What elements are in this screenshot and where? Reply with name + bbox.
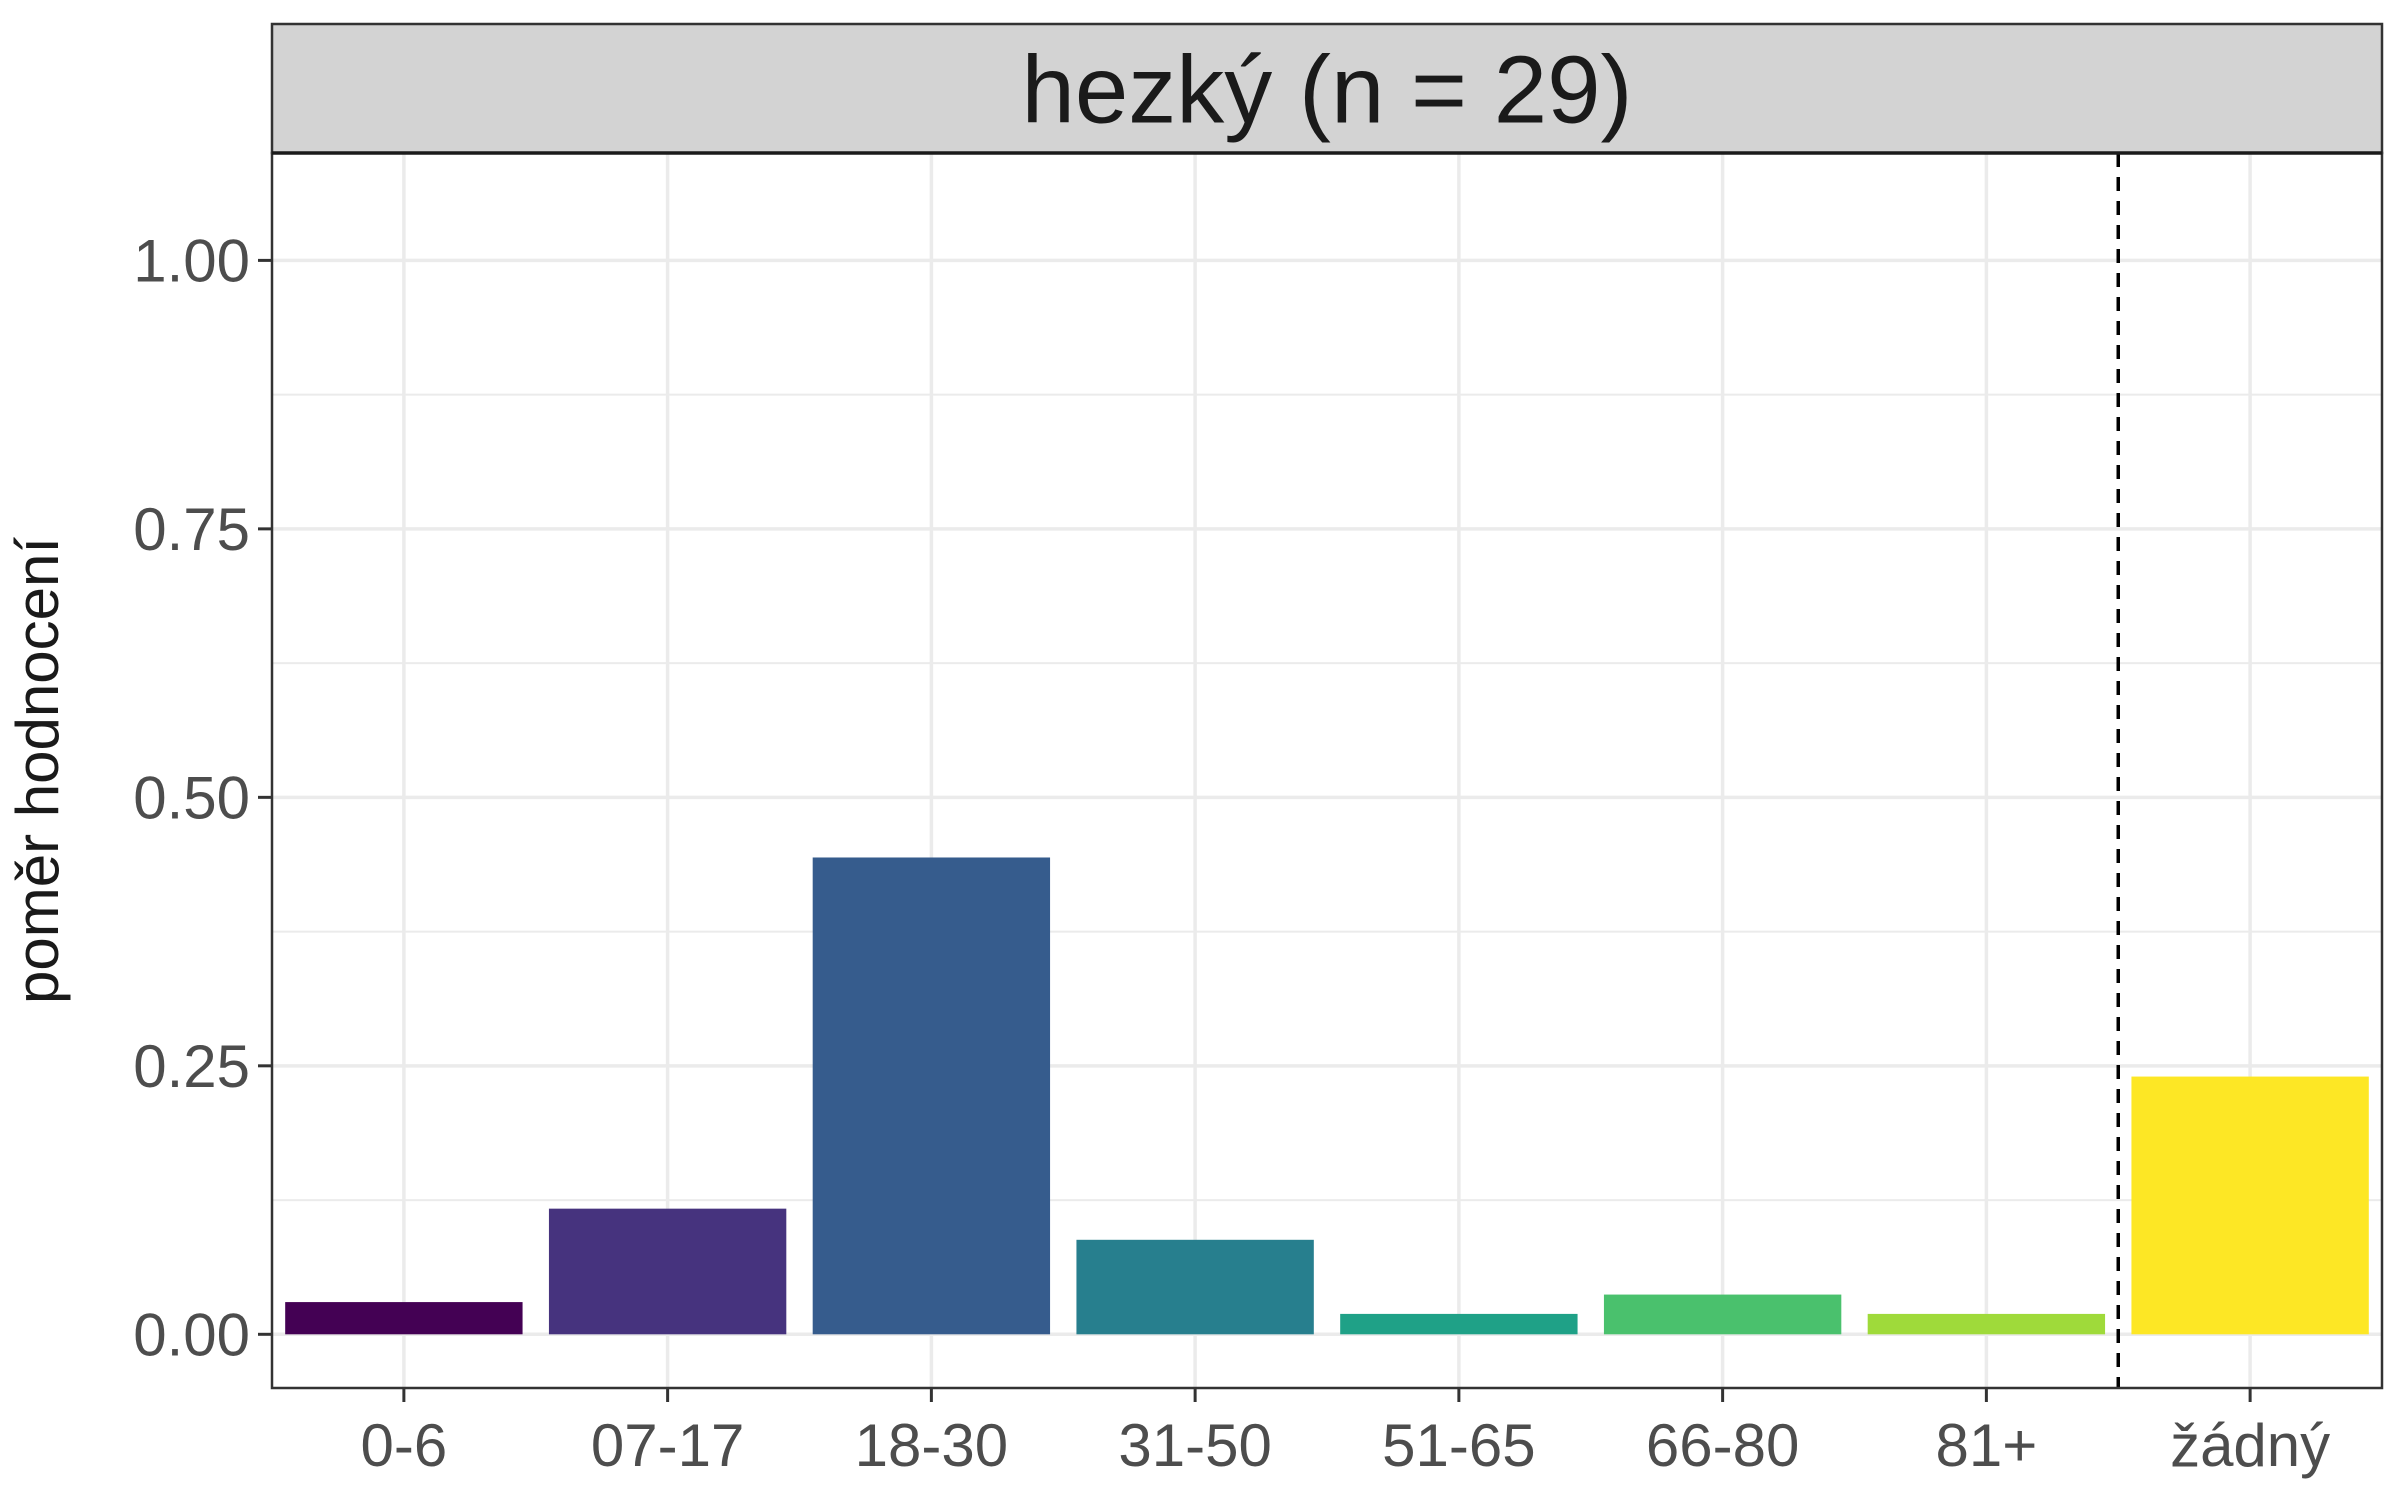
x-tick-label: 0-6: [361, 1412, 448, 1479]
bar-31-50: [1076, 1239, 1314, 1335]
facet-strip: hezký (n = 29): [270, 22, 2384, 155]
x-tick-label: 81+: [1935, 1412, 2037, 1479]
x-tick-label: 51-65: [1382, 1412, 1535, 1479]
x-tick-label: 18-30: [855, 1412, 1008, 1479]
grid-lines: [272, 153, 2382, 1388]
x-tick-label: 31-50: [1118, 1412, 1271, 1479]
y-axis-label: poměr hodnocení: [4, 537, 71, 1004]
facet-strip-background: [270, 22, 2384, 155]
y-tick-label: 0.50: [133, 764, 250, 831]
x-tick-label: 07-17: [591, 1412, 744, 1479]
bar-81+: [1867, 1313, 2106, 1335]
y-tick-label: 0.75: [133, 496, 250, 563]
bar-žádný: [2131, 1076, 2369, 1335]
bar-07-17: [548, 1208, 787, 1335]
chart-title: hezký (n = 29): [1022, 37, 1633, 144]
plot-panel: [272, 153, 2382, 1388]
bar-66-80: [1603, 1294, 1842, 1335]
y-tick-label: 0.00: [133, 1301, 250, 1368]
x-axis: 0-6 07-17 18-30 31-50 51-65 66-80 81+ žádný: [361, 1388, 2330, 1479]
bar-0-6: [285, 1302, 523, 1335]
bars: [285, 857, 2369, 1335]
bar-18-30: [812, 857, 1051, 1335]
panel-background: [272, 153, 2382, 1388]
y-axis: 0.00 0.25 0.50 0.75 1.00: [133, 227, 272, 1368]
x-tick-label: 66-80: [1646, 1412, 1799, 1479]
y-tick-label: 1.00: [133, 227, 250, 294]
bar-51-65: [1340, 1313, 1578, 1335]
x-tick-label: žádný: [2170, 1412, 2330, 1479]
y-tick-label: 0.25: [133, 1033, 250, 1100]
